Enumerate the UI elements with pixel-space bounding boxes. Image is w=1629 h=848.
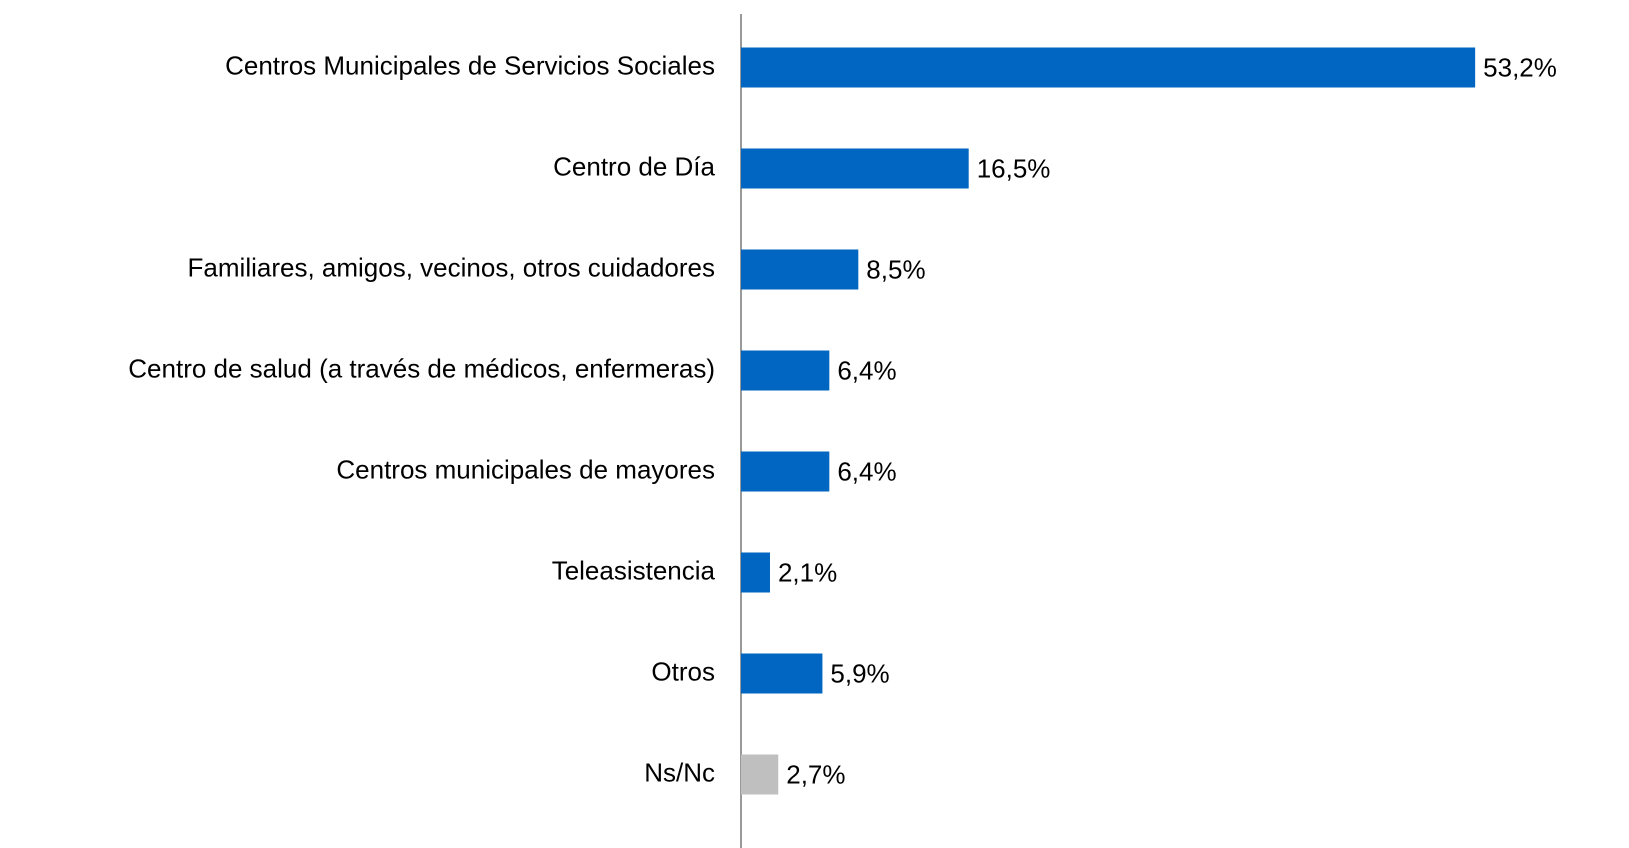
value-label: 5,9% bbox=[830, 658, 889, 688]
category-label: Centros municipales de mayores bbox=[336, 454, 715, 484]
bar bbox=[741, 148, 969, 189]
category-label: Familiares, amigos, vecinos, otros cuida… bbox=[188, 252, 715, 282]
bar bbox=[741, 754, 779, 795]
category-label: Teleasistencia bbox=[552, 555, 716, 585]
bar bbox=[741, 350, 830, 391]
category-label: Centro de salud (a través de médicos, en… bbox=[128, 353, 715, 383]
bar bbox=[741, 249, 859, 290]
value-label: 8,5% bbox=[866, 254, 925, 284]
category-label: Otros bbox=[651, 656, 715, 686]
value-label: 6,4% bbox=[837, 355, 896, 385]
value-label: 2,7% bbox=[786, 759, 845, 789]
bar bbox=[741, 552, 770, 593]
category-label: Centros Municipales de Servicios Sociale… bbox=[225, 50, 715, 80]
bar bbox=[741, 47, 1476, 88]
bar bbox=[741, 653, 823, 694]
category-label: Centro de Día bbox=[553, 151, 715, 181]
value-label: 6,4% bbox=[837, 456, 896, 486]
value-label: 16,5% bbox=[977, 153, 1051, 183]
value-label: 53,2% bbox=[1483, 52, 1557, 82]
value-label: 2,1% bbox=[778, 557, 837, 587]
category-label: Ns/Nc bbox=[644, 757, 715, 787]
bar bbox=[741, 451, 830, 492]
